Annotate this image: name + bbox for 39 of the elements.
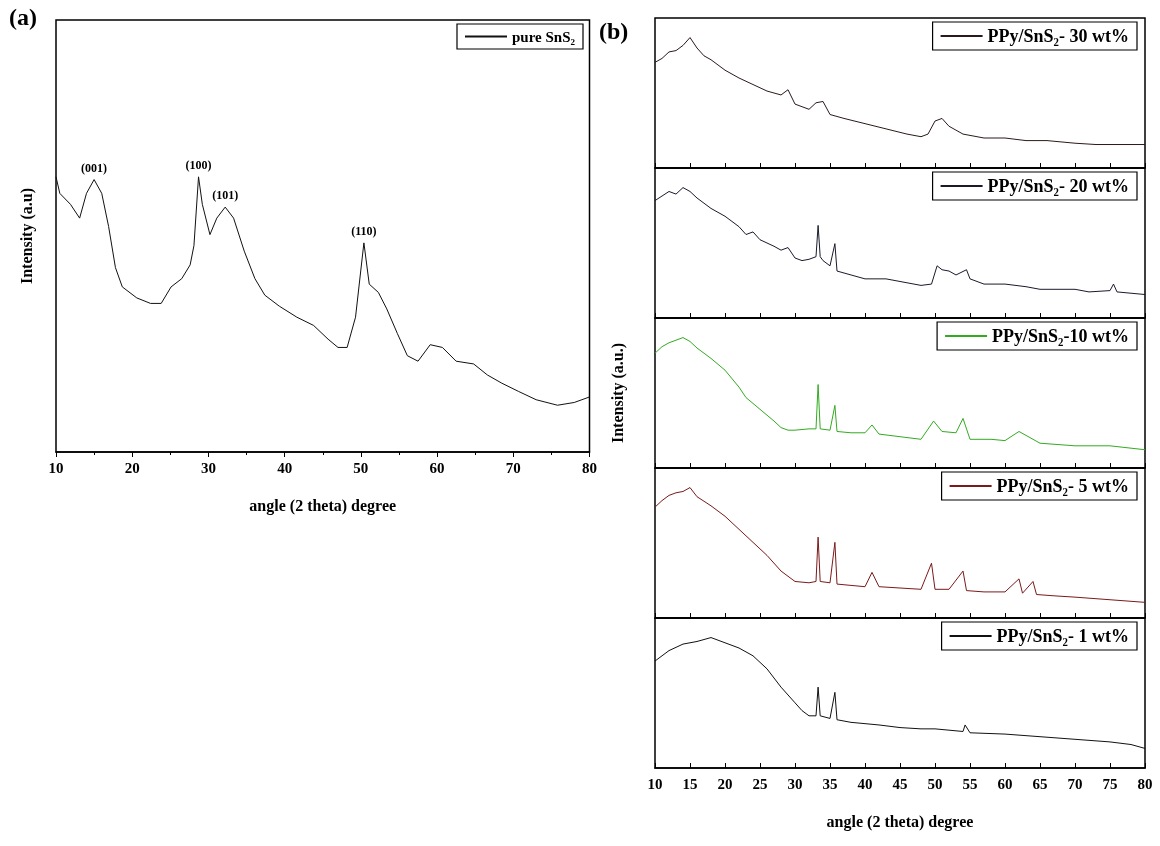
- x-tick-label: 50: [927, 775, 943, 792]
- x-tick-label: 55: [962, 775, 978, 792]
- x-tick-label: 80: [1137, 775, 1153, 792]
- x-axis-title: angle (2 theta) degree: [826, 812, 974, 831]
- x-tick-label: 70: [1067, 775, 1083, 792]
- x-tick-label: 80: [582, 459, 597, 476]
- x-tick-label: 30: [200, 459, 216, 476]
- y-axis-title: Intensity (a.u.): [608, 342, 627, 444]
- x-tick-label: 60: [429, 459, 445, 476]
- y-axis-title: Intensity (a.u): [17, 187, 36, 285]
- x-tick-label: 20: [717, 775, 733, 792]
- x-tick-label: 60: [997, 775, 1013, 792]
- x-tick-label: 40: [857, 775, 873, 792]
- x-tick-label: 20: [124, 459, 140, 476]
- annotation: (101): [212, 188, 239, 203]
- legend-label: pure SnS₂: [512, 28, 576, 45]
- x-tick-label: 40: [277, 459, 293, 476]
- x-tick-label: 25: [752, 775, 768, 792]
- x-tick-label: 50: [353, 459, 369, 476]
- x-tick-label: 30: [787, 775, 803, 792]
- legend-label: PPy/SnS₂- 30 wt%: [987, 26, 1130, 46]
- legend-label: PPy/SnS₂- 20 wt%: [987, 176, 1130, 196]
- legend-label: PPy/SnS₂- 5 wt%: [996, 476, 1130, 496]
- legend-label: PPy/SnS₂- 1 wt%: [996, 626, 1130, 646]
- chart-title: (b): [599, 18, 629, 44]
- annotation: (110): [351, 223, 377, 238]
- x-tick-label: 15: [682, 775, 698, 792]
- x-tick-label: 10: [647, 775, 663, 792]
- x-axis-title: angle (2 theta) degree: [249, 496, 397, 515]
- x-tick-label: 70: [505, 459, 521, 476]
- annotation: (100): [185, 157, 212, 172]
- chart-title: (a): [9, 4, 37, 30]
- x-tick-label: 45: [892, 775, 908, 792]
- x-tick-label: 35: [822, 775, 838, 792]
- legend-label: PPy/SnS₂-10 wt%: [992, 326, 1130, 346]
- x-tick-label: 75: [1102, 775, 1118, 792]
- x-tick-label: 10: [48, 459, 64, 476]
- x-tick-label: 65: [1032, 775, 1048, 792]
- annotation: (001): [81, 160, 108, 175]
